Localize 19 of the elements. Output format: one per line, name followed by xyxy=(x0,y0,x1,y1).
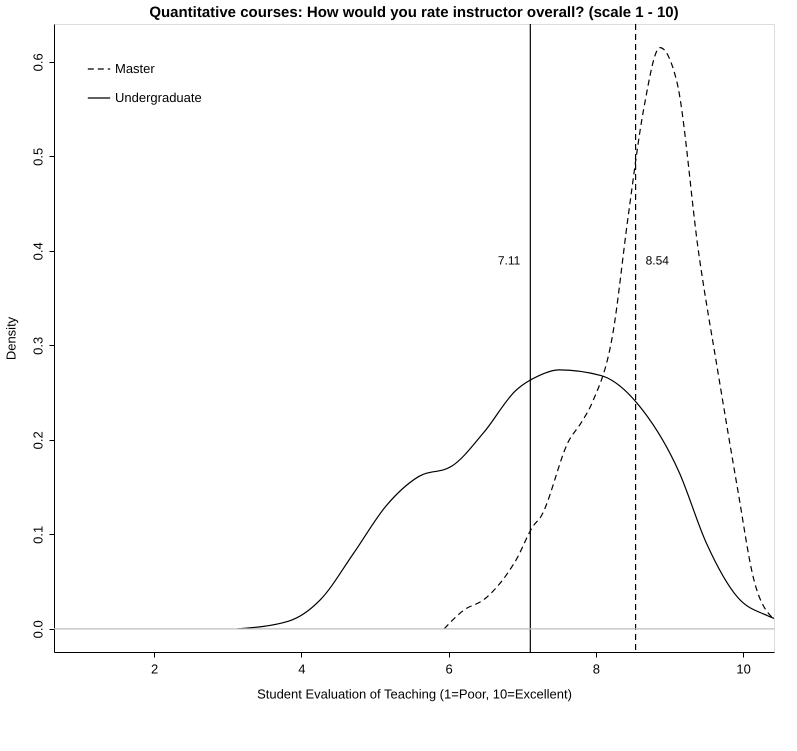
annotation: 8.54 xyxy=(646,253,670,268)
x-tick-label: 10 xyxy=(736,662,751,676)
x-tick-label: 4 xyxy=(298,662,306,676)
legend-label: Master xyxy=(115,61,156,76)
chart-title: Quantitative courses: How would you rate instructor overall? (scale 1 - 10) xyxy=(149,4,679,21)
annotation: 7.11 xyxy=(498,253,521,268)
y-tick-label: 0.2 xyxy=(30,431,46,450)
x-tick-label: 8 xyxy=(592,662,600,676)
x-tick-label: 6 xyxy=(445,662,453,676)
y-axis-title: Density xyxy=(4,316,18,360)
y-tick-label: 0.0 xyxy=(30,620,46,638)
y-tick-label: 0.1 xyxy=(30,526,46,544)
x-axis-title: Student Evaluation of Teaching (1=Poor, 10=Excellent) xyxy=(257,686,572,702)
x-tick-label: 2 xyxy=(151,662,158,676)
y-tick-label: 0.4 xyxy=(30,242,46,260)
y-tick-label: 0.6 xyxy=(30,53,46,72)
y-tick-label: 0.3 xyxy=(30,336,46,355)
legend-label: Undergraduate xyxy=(115,90,202,105)
y-tick-label: 0.5 xyxy=(30,148,46,166)
